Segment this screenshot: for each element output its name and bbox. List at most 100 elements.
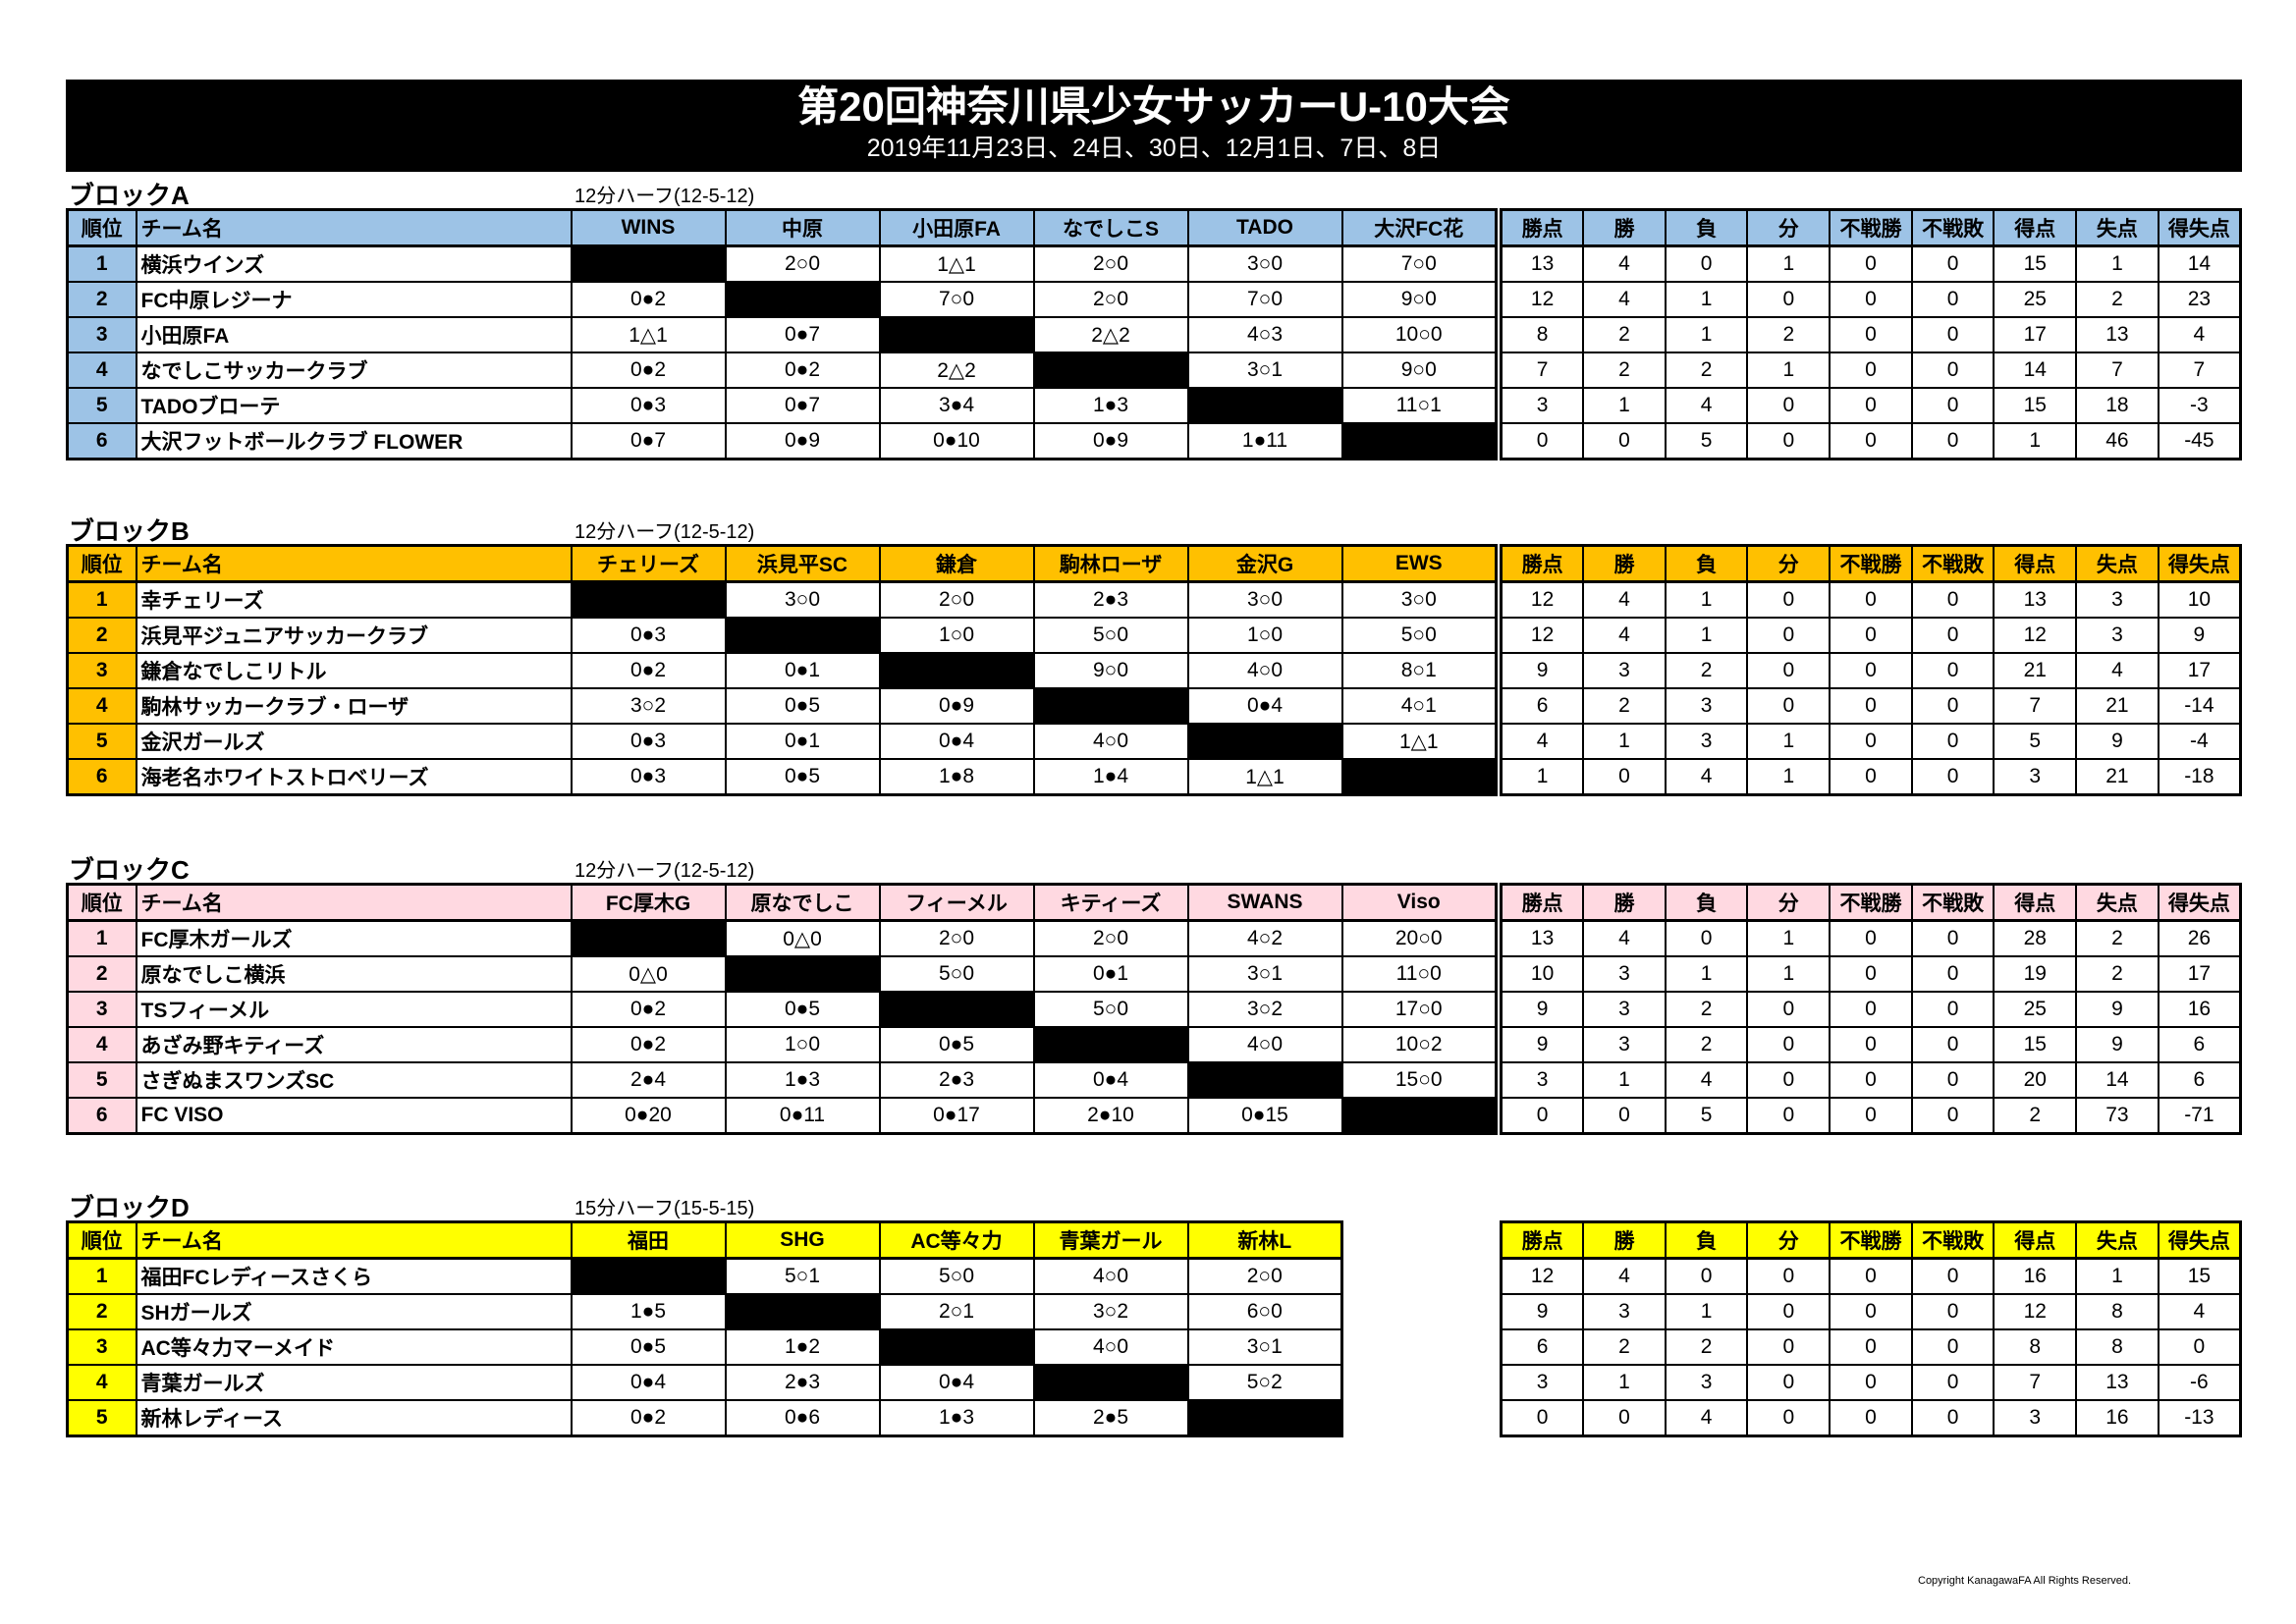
result-cell: 3○1: [1186, 1328, 1343, 1366]
stat-cell: 13: [1993, 580, 2078, 619]
stat-cell: 18: [2075, 387, 2159, 424]
rank-cell: 6: [66, 422, 137, 460]
title-banner: 第20回神奈川県少女サッカーU-10大会 2019年11月23日、24日、30日…: [66, 80, 2242, 172]
stat-cell: 1: [1664, 281, 1749, 318]
stat-cell: 2: [1664, 1026, 1749, 1063]
block-label: ブロックB: [69, 516, 190, 546]
stat-cell: 1: [1664, 955, 1749, 993]
stat-cell: -6: [2157, 1364, 2242, 1401]
stat-header: 失点: [2075, 1220, 2159, 1260]
result-cell: 3○1: [1186, 352, 1343, 389]
result-cell: 3○1: [1186, 955, 1343, 993]
result-cell: 0△0: [724, 919, 881, 957]
result-cell: 0●9: [878, 687, 1035, 725]
stat-cell: 4: [1582, 919, 1667, 957]
table-row: 5 新林レディース 0●2 0●6 1●3 2●5: [66, 1399, 1343, 1437]
stats-row: 0 0 5 0 0 0 2 73 -71: [1500, 1097, 2242, 1135]
result-cell: 1△1: [878, 244, 1035, 283]
self-match-cell: [1032, 1364, 1189, 1401]
stat-cell: 5: [1664, 422, 1749, 460]
stat-header: 失点: [2075, 544, 2159, 583]
stat-cell: 0: [1910, 1026, 1995, 1063]
result-cell: 2○0: [724, 244, 881, 283]
stat-cell: 21: [1993, 652, 2078, 689]
header-row: 勝点勝負分不戦勝 不戦敗 得点 失点 得失点: [1500, 208, 2242, 247]
team-name: 原なでしこ横浜: [135, 955, 573, 993]
rank-cell: 2: [66, 281, 137, 318]
stat-cell: 7: [2075, 352, 2159, 389]
self-match-cell: [1340, 422, 1498, 460]
result-cell: 8○1: [1340, 652, 1498, 689]
team-header: チーム名: [135, 1220, 573, 1260]
stat-cell: 0: [1746, 281, 1831, 318]
result-cell: 0●7: [724, 316, 881, 353]
stat-header: 不戦勝: [1829, 1220, 1913, 1260]
stat-cell: 0: [1746, 1061, 1831, 1099]
stat-cell: 0: [1829, 316, 1913, 353]
result-cell: 0●4: [570, 1364, 727, 1401]
stat-header: 不戦敗: [1910, 1220, 1995, 1260]
result-cell: 0●9: [724, 422, 881, 460]
result-cell: 1△1: [1340, 723, 1498, 760]
stat-cell: 0: [1829, 955, 1913, 993]
result-cell: 2●4: [570, 1061, 727, 1099]
stat-cell: 4: [1582, 244, 1667, 283]
stat-cell: 4: [1582, 1257, 1667, 1295]
stat-cell: -4: [2157, 723, 2242, 760]
stat-cell: 1: [1664, 580, 1749, 619]
stat-cell: 0: [1910, 1399, 1995, 1437]
result-cell: 4○1: [1340, 687, 1498, 725]
opponent-header: FC厚木G: [570, 883, 727, 922]
result-cell: 0●9: [1032, 422, 1189, 460]
table-row: 5 さぎぬまスワンズSC 2●4 1●3 2●3 0●4 15○0: [66, 1061, 1498, 1099]
copyright: Copyright KanagawaFA All Rights Reserved…: [1918, 1575, 2132, 1587]
header-row: 勝点勝負分不戦勝 不戦敗 得点 失点 得失点: [1500, 883, 2242, 922]
result-cell: 3○0: [1186, 244, 1343, 283]
stat-cell: 0: [1829, 652, 1913, 689]
stat-cell: 0: [1746, 1257, 1831, 1295]
team-name: 鎌倉なでしこリトル: [135, 652, 573, 689]
stat-cell: 2: [2075, 281, 2159, 318]
rank-cell: 6: [66, 1097, 137, 1135]
stat-cell: 3: [1664, 723, 1749, 760]
opponent-header: 鎌倉: [878, 544, 1035, 583]
team-name: 新林レディース: [135, 1399, 573, 1437]
stat-cell: 7: [1500, 352, 1585, 389]
stat-cell: 0: [1829, 919, 1913, 957]
stat-cell: -45: [2157, 422, 2242, 460]
stat-cell: 1: [1664, 1293, 1749, 1330]
opponent-header: なでしこS: [1032, 208, 1189, 247]
opponent-header: 駒林ローザ: [1032, 544, 1189, 583]
stat-cell: 0: [1746, 1026, 1831, 1063]
header-row: 勝点勝負分不戦勝 不戦敗 得点 失点 得失点: [1500, 1220, 2242, 1260]
stat-cell: 1: [1746, 758, 1831, 796]
result-cell: 10○2: [1340, 1026, 1498, 1063]
rank-cell: 5: [66, 1061, 137, 1099]
result-cell: 0●5: [570, 1328, 727, 1366]
stat-cell: 21: [2075, 687, 2159, 725]
team-name: 青葉ガールズ: [135, 1364, 573, 1401]
stat-cell: 0: [1829, 723, 1913, 760]
result-cell: 1△1: [1186, 758, 1343, 796]
stat-cell: 0: [1910, 580, 1995, 619]
result-cell: 0●11: [724, 1097, 881, 1135]
table-row: 6 大沢フットボールクラブ FLOWER 0●7 0●9 0●10 0●9 1●11: [66, 422, 1498, 460]
stat-cell: 3: [1582, 991, 1667, 1028]
table-row: 1 FC厚木ガールズ 0△0 2○0 2○0 4○2 20○0: [66, 919, 1498, 957]
standings-stats: 勝点勝負分不戦勝 不戦敗 得点 失点 得失点 12 4 0 0 0 0 16 1 15 9 3 1 0 0 0 12 8 4…: [1500, 1220, 2242, 1437]
stat-header: 分: [1746, 208, 1831, 247]
stat-cell: 4: [1582, 281, 1667, 318]
stat-cell: 8: [2075, 1293, 2159, 1330]
stat-header: 負: [1664, 208, 1749, 247]
result-cell: 4○0: [1032, 1328, 1189, 1366]
rank-cell: 1: [66, 919, 137, 957]
table-row: 2 原なでしこ横浜 0△0 5○0 0●1 3○1 11○0: [66, 955, 1498, 993]
result-cell: 3○2: [1032, 1293, 1189, 1330]
stat-cell: 0: [1746, 580, 1831, 619]
team-header: チーム名: [135, 883, 573, 922]
stat-cell: 0: [1829, 1097, 1913, 1135]
result-cell: 1●3: [1032, 387, 1189, 424]
result-cell: 9○0: [1340, 352, 1498, 389]
table-row: 6 海老名ホワイトストロベリーズ 0●3 0●5 1●8 1●4 1△1: [66, 758, 1498, 796]
stat-cell: 4: [1664, 1061, 1749, 1099]
